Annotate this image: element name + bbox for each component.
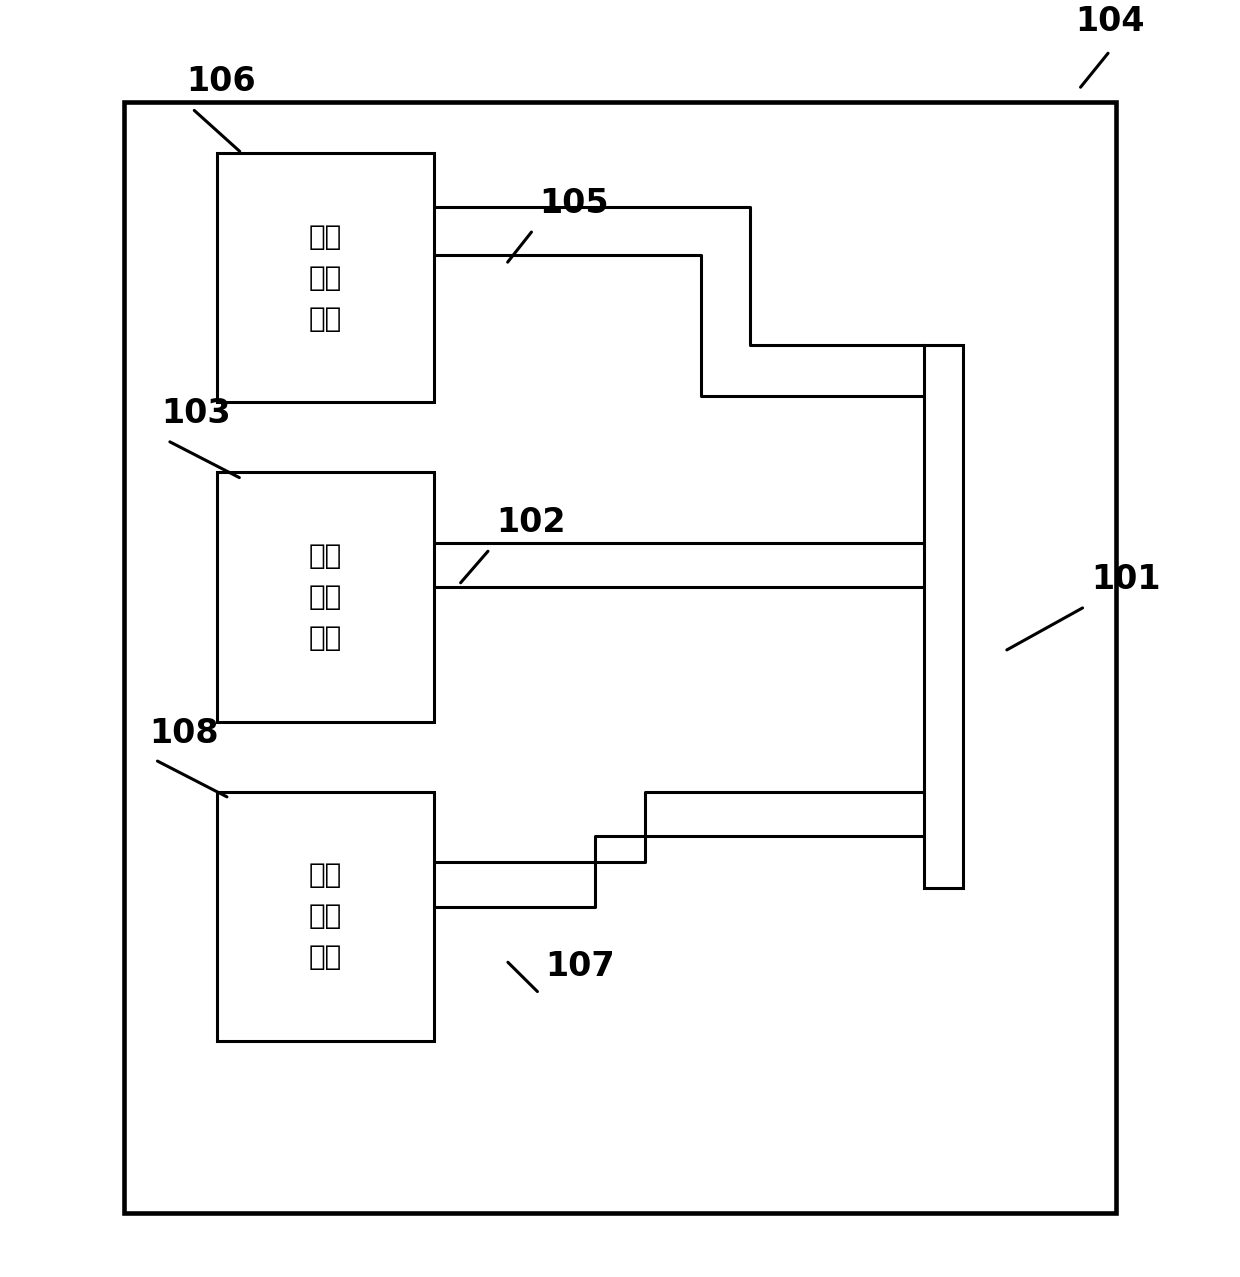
Text: 104: 104 [1075,5,1145,38]
Text: 105: 105 [539,186,609,220]
Text: 106: 106 [186,65,255,98]
Text: 第三
通信
单元: 第三 通信 单元 [309,861,342,972]
Bar [924,345,963,888]
Text: 第一
通信
单元: 第一 通信 单元 [309,541,342,653]
Text: 108: 108 [149,716,218,750]
Text: 107: 107 [546,950,615,983]
Text: 101: 101 [1091,563,1161,596]
Bar [217,153,434,402]
Bar [124,102,1116,1213]
Bar [217,792,434,1041]
Text: 103: 103 [161,397,231,430]
Text: 102: 102 [496,506,565,539]
Text: 第一
通信
单元: 第一 通信 单元 [309,222,342,333]
Bar [217,472,434,722]
